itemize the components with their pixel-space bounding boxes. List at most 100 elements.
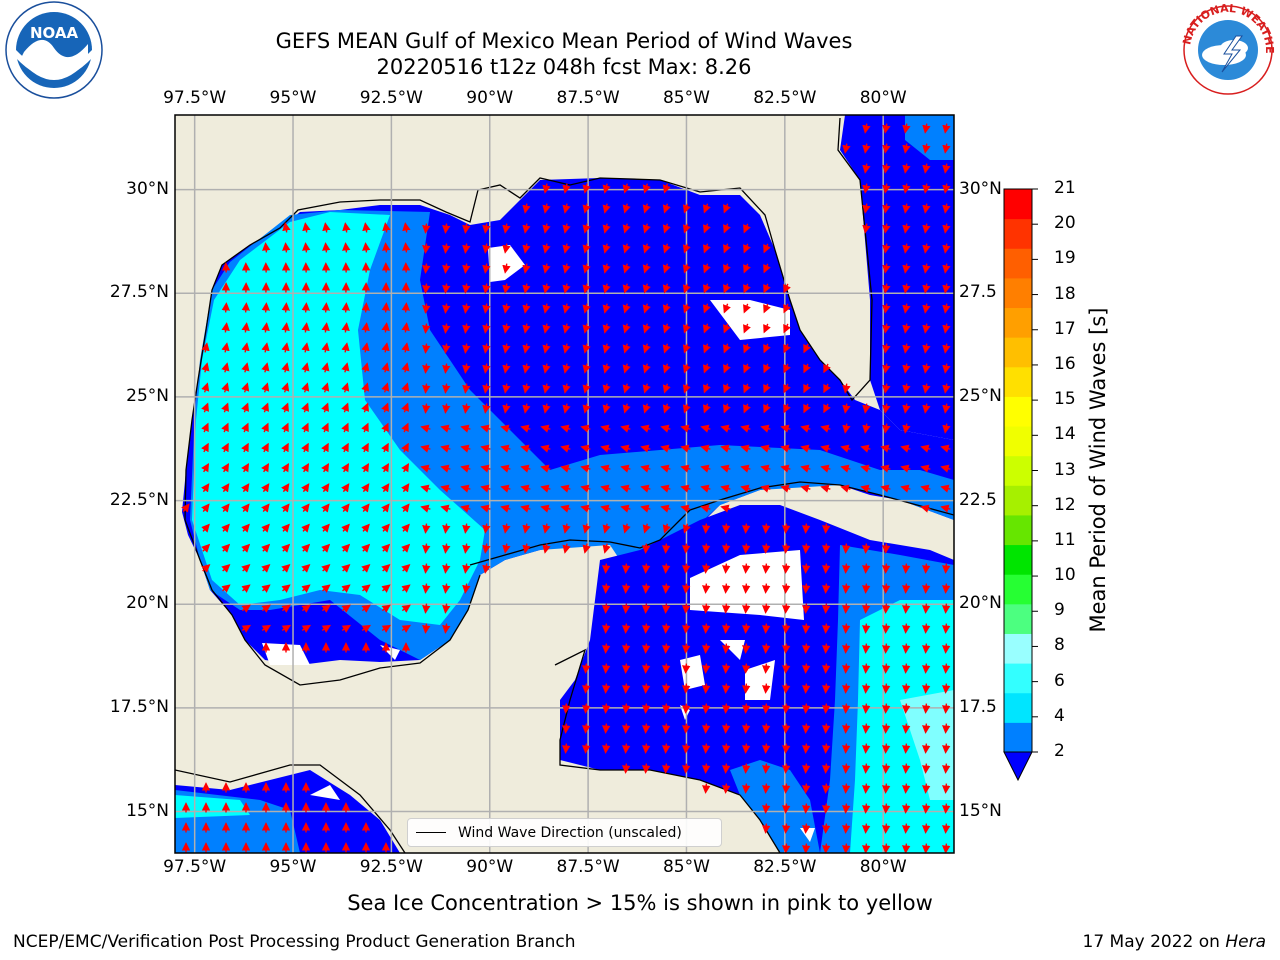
wave-direction-arrow bbox=[600, 424, 611, 433]
wave-direction-arrow bbox=[722, 763, 731, 774]
wave-direction-arrow bbox=[702, 703, 711, 714]
lat-label-right: 30°N bbox=[959, 178, 1002, 199]
wave-direction-arrow bbox=[820, 424, 831, 433]
wave-direction-arrow bbox=[321, 584, 331, 593]
wave-direction-arrow bbox=[763, 283, 771, 294]
wave-direction-arrow bbox=[880, 444, 891, 453]
wave-direction-arrow bbox=[662, 603, 671, 614]
wave-direction-arrow bbox=[342, 242, 351, 253]
legend-line bbox=[416, 832, 446, 833]
wave-direction-arrow bbox=[763, 263, 771, 274]
wave-direction-arrow bbox=[702, 323, 711, 334]
wave-direction-arrow bbox=[722, 643, 731, 654]
wave-direction-arrow bbox=[662, 303, 671, 314]
wave-direction-arrow bbox=[882, 583, 891, 594]
wave-direction-arrow bbox=[442, 283, 451, 294]
wave-direction-arrow bbox=[702, 263, 711, 274]
wave-direction-arrow bbox=[720, 464, 731, 473]
wave-direction-arrow bbox=[842, 143, 851, 154]
wave-direction-arrow bbox=[882, 243, 891, 254]
wave-direction-arrow bbox=[942, 563, 951, 574]
wave-direction-arrow bbox=[482, 523, 491, 534]
wave-direction-arrow bbox=[401, 442, 409, 453]
wave-direction-arrow bbox=[882, 643, 891, 654]
wave-direction-arrow bbox=[762, 783, 771, 794]
wave-direction-arrow bbox=[562, 403, 571, 414]
wave-direction-arrow bbox=[880, 484, 891, 493]
wave-direction-arrow bbox=[602, 323, 611, 334]
wave-direction-arrow bbox=[241, 342, 250, 353]
wave-direction-arrow bbox=[702, 723, 711, 734]
wave-direction-arrow bbox=[642, 263, 651, 274]
wave-direction-arrow bbox=[822, 803, 831, 814]
wave-direction-arrow bbox=[722, 203, 731, 214]
wave-direction-arrow bbox=[942, 783, 951, 794]
wave-direction-arrow bbox=[902, 683, 911, 694]
wave-direction-arrow bbox=[622, 243, 631, 254]
coastline-pacific bbox=[175, 764, 406, 853]
wave-direction-arrow bbox=[301, 442, 309, 453]
wave-direction-arrow bbox=[622, 663, 631, 674]
colorbar-segment bbox=[1004, 544, 1032, 575]
lat-label-left: 17.5°N bbox=[109, 696, 169, 717]
wave-direction-arrow bbox=[762, 823, 771, 834]
wave-direction-arrow bbox=[600, 504, 611, 513]
wave-direction-arrow bbox=[823, 403, 831, 414]
wave-direction-arrow bbox=[922, 383, 931, 394]
wave-direction-arrow bbox=[782, 683, 791, 694]
wave-direction-arrow bbox=[682, 343, 691, 354]
wave-direction-arrow bbox=[662, 643, 671, 654]
wave-direction-arrow bbox=[902, 263, 911, 274]
wave-direction-arrow bbox=[940, 444, 951, 453]
wave-direction-arrow bbox=[802, 703, 811, 714]
wave-direction-arrow bbox=[862, 163, 871, 174]
wave-direction-arrow bbox=[902, 823, 911, 834]
wave-direction-arrow bbox=[822, 823, 831, 834]
wave-direction-arrow bbox=[682, 683, 691, 694]
wave-direction-arrow bbox=[822, 723, 831, 734]
wave-direction-arrow bbox=[762, 803, 771, 814]
wave-direction-arrow bbox=[740, 464, 751, 473]
map-frame bbox=[174, 114, 955, 854]
wave-direction-arrow bbox=[922, 703, 931, 714]
wave-direction-arrow bbox=[341, 584, 351, 593]
wave-direction-arrow bbox=[922, 823, 931, 834]
wave-direction-arrow bbox=[862, 603, 871, 614]
wave-direction-arrow bbox=[642, 763, 651, 774]
wave-direction-arrow bbox=[542, 323, 551, 334]
wave-direction-arrow bbox=[902, 403, 911, 414]
wave-direction-arrow bbox=[281, 382, 290, 393]
colorbar-segment bbox=[1004, 218, 1032, 249]
wave-direction-arrow bbox=[882, 183, 891, 194]
wave-direction-arrow bbox=[281, 564, 291, 573]
wave-direction-arrow bbox=[381, 302, 390, 313]
wave-direction-arrow bbox=[602, 523, 611, 534]
wave-direction-arrow bbox=[802, 643, 811, 654]
wave-direction-arrow bbox=[942, 843, 951, 853]
wave-direction-arrow bbox=[902, 283, 911, 294]
wave-direction-arrow bbox=[722, 403, 731, 414]
wave-direction-arrow bbox=[760, 424, 771, 433]
wave-direction-arrow bbox=[442, 583, 451, 594]
wave-direction-arrow bbox=[622, 383, 631, 394]
wave-direction-arrow bbox=[342, 222, 351, 233]
lat-label-right: 17.5 bbox=[959, 696, 997, 717]
wave-direction-arrow bbox=[462, 403, 471, 414]
wave-direction-arrow bbox=[582, 663, 591, 674]
wave-direction-arrow bbox=[460, 444, 471, 453]
wave-direction-arrow bbox=[702, 623, 711, 634]
wave-direction-arrow bbox=[882, 123, 891, 134]
wave-direction-arrow bbox=[582, 203, 591, 214]
wave-direction-arrow bbox=[842, 783, 851, 794]
wave-direction-arrow bbox=[520, 424, 531, 433]
wave-direction-arrow bbox=[241, 483, 250, 493]
wave-direction-arrow bbox=[900, 484, 911, 493]
wave-direction-arrow bbox=[281, 462, 290, 473]
wave-direction-arrow bbox=[381, 604, 391, 613]
wave-direction-arrow bbox=[241, 302, 250, 313]
wave-direction-arrow bbox=[381, 342, 390, 353]
wave-direction-arrow bbox=[602, 623, 611, 634]
wave-direction-arrow bbox=[420, 484, 431, 493]
wave-direction-arrow bbox=[902, 843, 911, 853]
wave-direction-arrow bbox=[482, 383, 491, 394]
